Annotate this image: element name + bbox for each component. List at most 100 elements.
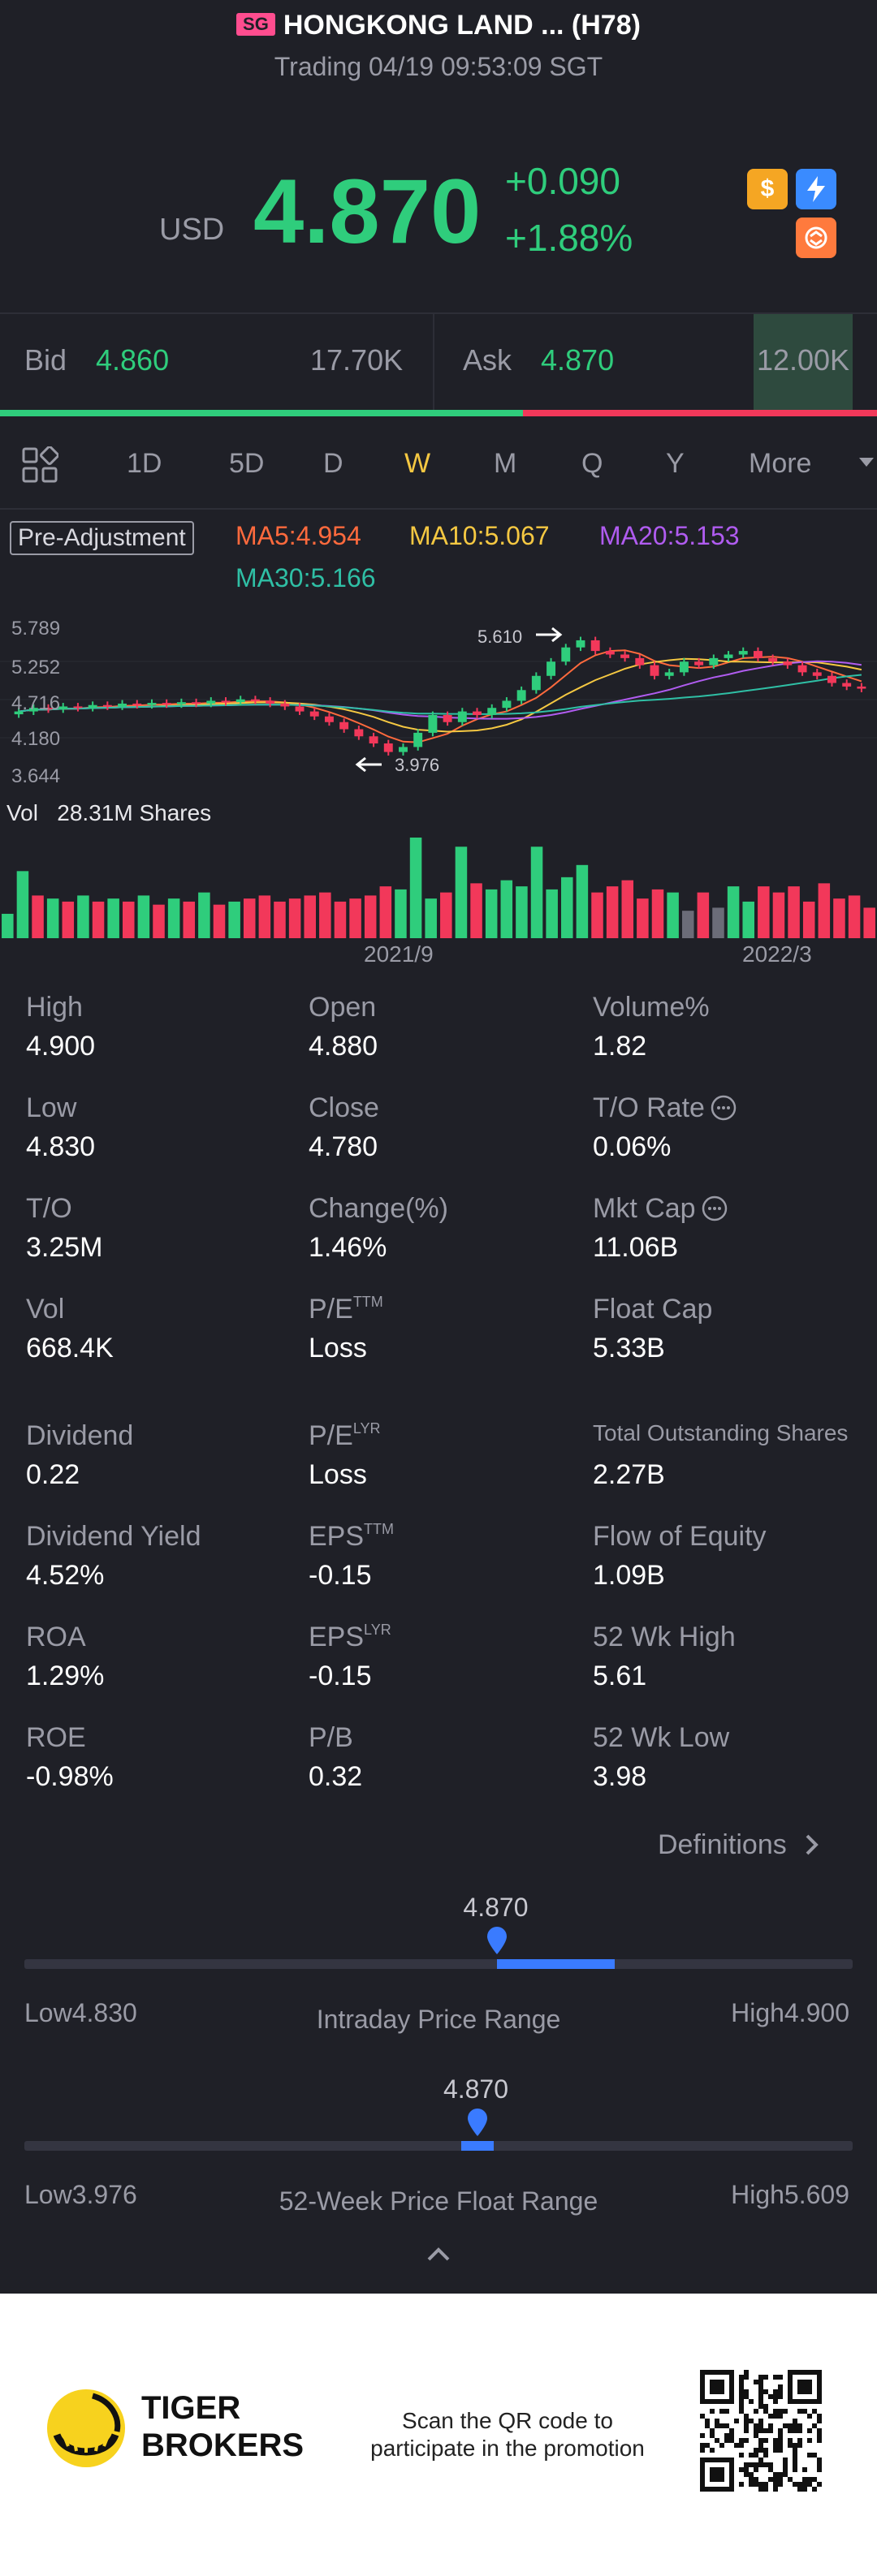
qr-module [793,2448,797,2453]
qr-module [749,2477,754,2482]
stat-label-sup: LYR [364,1622,391,1638]
bid-qty: 17.70K [310,343,404,377]
stat-label: T/O [26,1193,72,1225]
definitions-label: Definitions [658,1829,787,1860]
qr-module [749,2462,754,2467]
stat-value: 2.27B [593,1459,665,1490]
exchange-icon[interactable] [796,218,836,258]
qr-module [758,2423,763,2428]
exchange-badge: SG [236,13,275,36]
stat-label-text: ROA [26,1622,86,1652]
qr-module [807,2438,812,2443]
qr-module [793,2423,797,2428]
qr-module [807,2482,812,2487]
candle [724,654,733,658]
candle [827,675,836,683]
tab-5d[interactable]: 5D [229,448,265,479]
candle [28,708,38,712]
week52-range-track [24,2141,853,2151]
qr-module [763,2389,768,2394]
qr-module [817,2458,822,2462]
tab-w[interactable]: W [404,448,431,479]
stat-value: 5.61 [593,1661,647,1691]
qr-module [763,2375,768,2380]
stat-label: Open [309,992,376,1023]
week52-high: High5.609 [731,2180,849,2210]
volume-bar [349,898,361,938]
volume-bar [123,901,135,938]
qr-module [778,2384,783,2389]
ma20-label: MA20:5.153 [599,521,740,550]
candle [235,699,245,703]
qr-module [778,2482,783,2487]
stat-label: High [26,992,83,1023]
qr-module [763,2482,768,2487]
tab-q[interactable]: Q [581,448,603,479]
qr-module [793,2482,797,2487]
qr-module [802,2409,807,2414]
arrow-right-icon [536,627,563,643]
volume-bar [2,913,14,938]
qr-module [788,2423,793,2428]
definitions-link[interactable]: Definitions [658,1829,822,1861]
flash-icon[interactable] [796,169,836,209]
volume-bar [319,892,331,938]
qr-module [744,2428,749,2433]
volume-bar [213,904,226,938]
qr-module [710,2409,715,2414]
qr-module [793,2443,797,2448]
qr-module [739,2438,744,2443]
tab-more[interactable]: More [749,448,812,479]
ma20-line [18,660,862,720]
qr-module [768,2428,773,2433]
more-info-icon[interactable] [710,1094,737,1122]
volume-chart[interactable] [0,834,877,938]
qr-module [788,2438,793,2443]
ma30-label: MA30:5.166 [235,563,376,592]
ask-qty-highlight [754,312,853,411]
qr-module [744,2467,749,2472]
stat-label: Float Cap [593,1294,712,1325]
volume-bar [576,864,589,938]
qr-module [705,2423,710,2428]
candle [339,722,349,730]
candle [694,661,704,666]
qr-module [773,2414,778,2419]
qr-module [758,2399,763,2404]
candle [147,703,157,705]
candle [58,706,68,709]
candle [531,675,541,691]
intraday-range-fill [497,1959,616,1969]
qr-code[interactable] [700,2370,822,2492]
more-info-icon[interactable] [701,1195,728,1222]
qr-module [802,2487,807,2492]
candle [280,703,290,707]
qr-module [793,2419,797,2423]
stat-label: EPSLYR [309,1622,391,1653]
dollar-icon[interactable]: $ [747,169,788,209]
price-chart[interactable]: 5.789 5.252 4.716 4.180 3.644 5.610 3.97… [0,607,877,794]
tab-d[interactable]: D [323,448,343,479]
qr-module [812,2477,817,2482]
tab-1d[interactable]: 1D [127,448,162,479]
ask-price: 4.870 [541,343,615,377]
qr-module [763,2487,768,2492]
chevron-up-icon[interactable] [424,2245,453,2264]
qr-module [739,2394,744,2399]
volume-bar [516,886,528,938]
week52-range-fill [460,2141,495,2151]
volume-bar [863,907,875,938]
ma10-line [18,657,862,733]
layout-grid-icon[interactable] [21,446,59,488]
qr-module [758,2462,763,2467]
qr-module [768,2477,773,2482]
tab-y[interactable]: Y [666,448,685,479]
pre-adjustment-button[interactable]: Pre-Adjustment [10,521,194,555]
tab-m[interactable]: M [494,448,517,479]
volume-bar [606,886,619,938]
stat-label-text: T/O Rate [593,1092,705,1123]
stat-label-text: Flow of Equity [593,1521,767,1552]
chevron-down-icon[interactable] [859,458,874,467]
volume-bar [198,892,210,938]
qr-module [778,2394,783,2399]
